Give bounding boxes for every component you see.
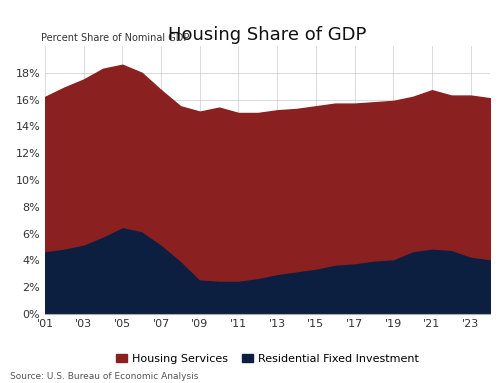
Title: Housing Share of GDP: Housing Share of GDP — [168, 26, 366, 44]
Text: Source: U.S. Bureau of Economic Analysis: Source: U.S. Bureau of Economic Analysis — [10, 372, 198, 381]
Legend: Housing Services, Residential Fixed Investment: Housing Services, Residential Fixed Inve… — [112, 349, 424, 368]
Text: Percent Share of Nominal GDP: Percent Share of Nominal GDP — [40, 33, 189, 43]
